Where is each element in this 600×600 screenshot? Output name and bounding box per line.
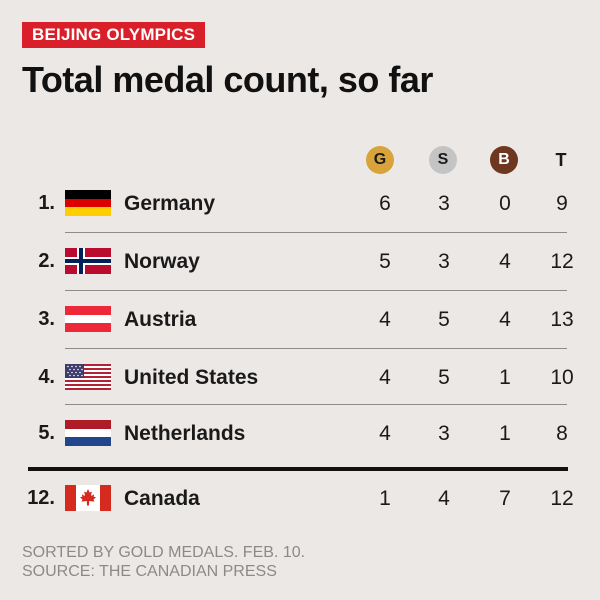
country-name: Netherlands [124, 422, 246, 445]
table-row: 2. Norway 5 3 4 12 [0, 233, 600, 290]
gold-count: 6 [379, 192, 391, 215]
united-states-flag-icon [65, 364, 111, 390]
canada-flag-icon [65, 485, 111, 511]
silver-count: 3 [438, 192, 450, 215]
table-row: 1. Germany 6 3 0 9 [0, 175, 600, 232]
row-divider [65, 290, 567, 291]
bronze-medal-header: B [490, 146, 518, 174]
table-row: 12. Canada 1 4 7 12 [0, 470, 600, 527]
total-count: 10 [550, 366, 574, 389]
country-name: Austria [124, 308, 197, 331]
germany-flag-icon [65, 190, 111, 216]
netherlands-flag-icon [65, 420, 111, 446]
silver-medal-header: S [429, 146, 457, 174]
country-name: Norway [124, 250, 200, 273]
bronze-count: 7 [499, 487, 511, 510]
rank: 4. [38, 366, 55, 388]
bronze-count: 1 [499, 366, 511, 389]
gold-count: 4 [379, 366, 391, 389]
silver-count: 5 [438, 366, 450, 389]
silver-count: 3 [438, 250, 450, 273]
footer: SORTED BY GOLD MEDALS. FEB. 10. SOURCE: … [22, 543, 305, 581]
bronze-count: 1 [499, 422, 511, 445]
page-title: Total medal count, so far [22, 59, 433, 100]
total-count: 12 [550, 487, 574, 510]
silver-count: 3 [438, 422, 450, 445]
gold-count: 5 [379, 250, 391, 273]
rank: 1. [38, 192, 55, 214]
total-count: 13 [550, 308, 574, 331]
country-name: Germany [124, 192, 216, 215]
silver-count: 5 [438, 308, 450, 331]
gold-count: 4 [379, 308, 391, 331]
bronze-count: 4 [499, 250, 511, 273]
table-row: 4. United States 4 5 1 10 [0, 349, 600, 406]
table-divider-thick [28, 467, 568, 471]
row-divider [65, 348, 567, 349]
kicker-label: BEIJING OLYMPICS [22, 22, 206, 48]
gold-medal-header: G [366, 146, 394, 174]
row-divider [65, 404, 567, 405]
country-name: United States [124, 366, 259, 389]
row-divider [65, 232, 567, 233]
table-row: 5. Netherlands 4 3 1 8 [0, 405, 600, 462]
austria-flag-icon [65, 306, 111, 332]
total-count: 8 [556, 422, 568, 445]
bronze-count: 0 [499, 192, 511, 215]
table-row: 3. Austria 4 5 4 13 [0, 291, 600, 348]
gold-count: 1 [379, 487, 391, 510]
rank: 12. [27, 487, 55, 509]
country-name: Canada [124, 487, 200, 510]
gold-count: 4 [379, 422, 391, 445]
rank: 2. [38, 250, 55, 272]
rank: 5. [38, 422, 55, 444]
total-count: 9 [556, 192, 568, 215]
silver-count: 4 [438, 487, 450, 510]
norway-flag-icon [65, 248, 111, 274]
rank: 3. [38, 308, 55, 330]
total-count: 12 [550, 250, 574, 273]
footer-source: SOURCE: THE CANADIAN PRESS [22, 563, 277, 580]
total-header: T [555, 150, 567, 170]
bronze-count: 4 [499, 308, 511, 331]
footer-note: SORTED BY GOLD MEDALS. FEB. 10. [22, 544, 306, 561]
